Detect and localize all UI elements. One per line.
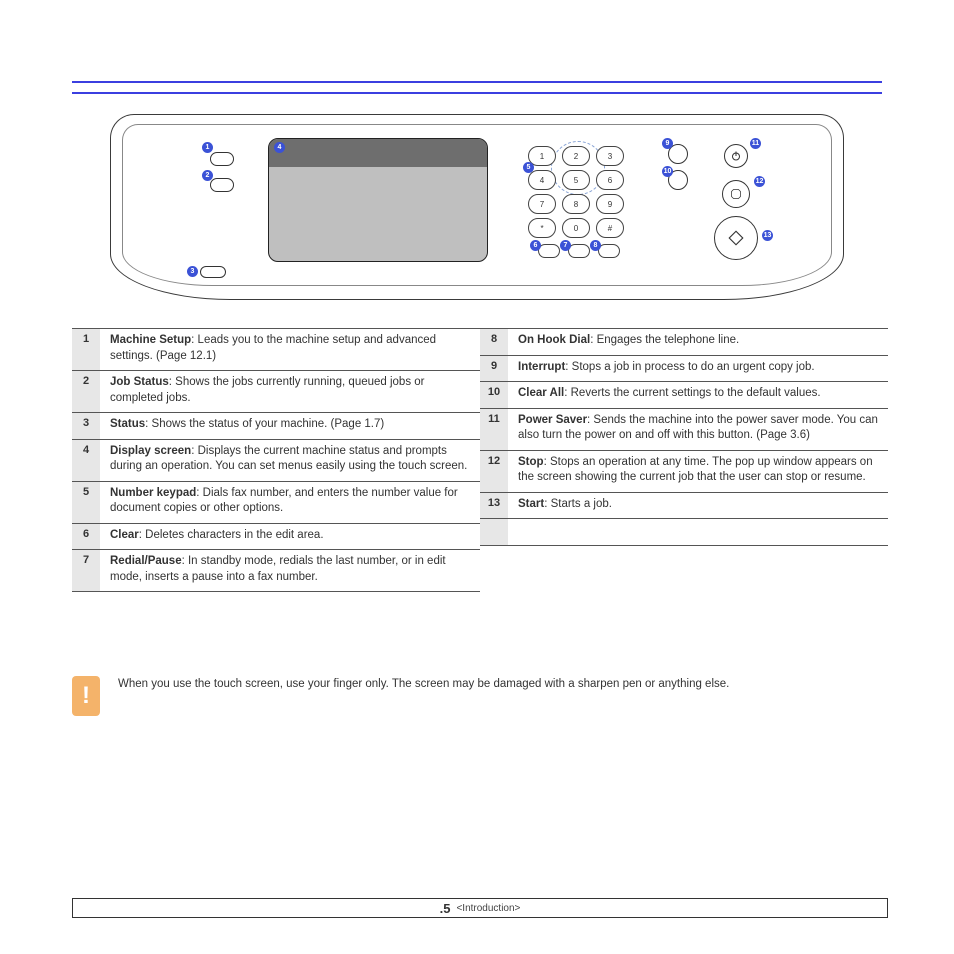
callout-9: 9 xyxy=(662,138,673,149)
row-description: On Hook Dial: Engages the telephone line… xyxy=(508,329,888,355)
callout-2: 2 xyxy=(202,170,213,181)
row-description: Clear: Deletes characters in the edit ar… xyxy=(100,524,480,550)
touch-screen[interactable] xyxy=(268,138,488,262)
machine-setup-button[interactable] xyxy=(210,152,234,166)
table-left-col: 1Machine Setup: Leads you to the machine… xyxy=(72,328,480,592)
row-number: 11 xyxy=(480,409,508,450)
row-description: Stop: Stops an operation at any time. Th… xyxy=(508,451,888,492)
table-row: 6Clear: Deletes characters in the edit a… xyxy=(72,524,480,551)
page-footer: .5 <Introduction> xyxy=(72,898,888,918)
table-row: 10Clear All: Reverts the current setting… xyxy=(480,382,888,409)
key-star[interactable]: * xyxy=(528,218,556,238)
row-number: 12 xyxy=(480,451,508,492)
onhook-dial-button[interactable] xyxy=(598,244,620,258)
callout-5: 5 xyxy=(523,162,534,173)
row-number: 4 xyxy=(72,440,100,481)
key-6[interactable]: 6 xyxy=(596,170,624,190)
row-number: 1 xyxy=(72,329,100,370)
screen-header-bar xyxy=(269,139,487,167)
table-row-empty xyxy=(480,519,888,546)
row-description: Number keypad: Dials fax number, and ent… xyxy=(100,482,480,523)
power-saver-button[interactable] xyxy=(724,144,748,168)
table-row: 7Redial/Pause: In standby mode, redials … xyxy=(72,550,480,592)
table-row: 8On Hook Dial: Engages the telephone lin… xyxy=(480,328,888,356)
callout-13: 13 xyxy=(762,230,773,241)
callout-1: 1 xyxy=(202,142,213,153)
table-row: 2Job Status: Shows the jobs currently ru… xyxy=(72,371,480,413)
row-description: Start: Starts a job. xyxy=(508,493,888,519)
start-button[interactable] xyxy=(714,216,758,260)
row-description xyxy=(508,519,888,545)
warning-text: When you use the touch screen, use your … xyxy=(118,676,729,690)
row-number: 7 xyxy=(72,550,100,591)
divider-top-1 xyxy=(72,81,882,83)
status-button[interactable] xyxy=(200,266,226,278)
key-4[interactable]: 4 xyxy=(528,170,556,190)
row-number: 3 xyxy=(72,413,100,439)
stop-button[interactable] xyxy=(722,180,750,208)
table-row: 4Display screen: Displays the current ma… xyxy=(72,440,480,482)
power-icon xyxy=(730,150,742,162)
row-number: 5 xyxy=(72,482,100,523)
row-number xyxy=(480,519,508,545)
key-9[interactable]: 9 xyxy=(596,194,624,214)
callout-7: 7 xyxy=(560,240,571,251)
numeric-keypad: 1 2 3 4 5 6 7 8 9 * 0 # xyxy=(528,146,624,238)
row-description: Machine Setup: Leads you to the machine … xyxy=(100,329,480,370)
key-5[interactable]: 5 xyxy=(562,170,590,190)
callout-8: 8 xyxy=(590,240,601,251)
row-description: Interrupt: Stops a job in process to do … xyxy=(508,356,888,382)
section-label: <Introduction> xyxy=(456,903,520,914)
callout-10: 10 xyxy=(662,166,673,177)
key-7[interactable]: 7 xyxy=(528,194,556,214)
control-panel-diagram: 1 2 3 4 5 6 7 8 9 * 0 # 1 2 3 4 5 6 7 8 … xyxy=(110,114,844,300)
row-description: Display screen: Displays the current mac… xyxy=(100,440,480,481)
callout-3: 3 xyxy=(187,266,198,277)
start-icon xyxy=(727,229,745,247)
table-row: 5Number keypad: Dials fax number, and en… xyxy=(72,482,480,524)
key-0[interactable]: 0 xyxy=(562,218,590,238)
table-row: 13Start: Starts a job. xyxy=(480,493,888,520)
table-row: 11Power Saver: Sends the machine into th… xyxy=(480,409,888,451)
key-8[interactable]: 8 xyxy=(562,194,590,214)
warning-icon: ! xyxy=(72,676,100,716)
divider-top-2 xyxy=(72,92,882,94)
callout-12: 12 xyxy=(754,176,765,187)
job-status-button[interactable] xyxy=(210,178,234,192)
row-description: Redial/Pause: In standby mode, redials t… xyxy=(100,550,480,591)
warning-block: ! When you use the touch screen, use you… xyxy=(72,676,882,716)
row-number: 6 xyxy=(72,524,100,550)
table-row: 1Machine Setup: Leads you to the machine… xyxy=(72,328,480,371)
row-number: 10 xyxy=(480,382,508,408)
row-number: 2 xyxy=(72,371,100,412)
row-number: 13 xyxy=(480,493,508,519)
key-3[interactable]: 3 xyxy=(596,146,624,166)
row-number: 9 xyxy=(480,356,508,382)
table-row: 3Status: Shows the status of your machin… xyxy=(72,413,480,440)
row-description: Power Saver: Sends the machine into the … xyxy=(508,409,888,450)
clear-button[interactable] xyxy=(538,244,560,258)
callout-11: 11 xyxy=(750,138,761,149)
stop-icon xyxy=(730,188,742,200)
key-2[interactable]: 2 xyxy=(562,146,590,166)
key-hash[interactable]: # xyxy=(596,218,624,238)
row-description: Clear All: Reverts the current settings … xyxy=(508,382,888,408)
aux-keys xyxy=(538,244,620,258)
table-right-col: 8On Hook Dial: Engages the telephone lin… xyxy=(480,328,888,592)
redial-pause-button[interactable] xyxy=(568,244,590,258)
row-description: Status: Shows the status of your machine… xyxy=(100,413,480,439)
table-row: 12Stop: Stops an operation at any time. … xyxy=(480,451,888,493)
table-row: 9Interrupt: Stops a job in process to do… xyxy=(480,356,888,383)
callout-6: 6 xyxy=(530,240,541,251)
description-table: 1Machine Setup: Leads you to the machine… xyxy=(72,328,888,592)
row-description: Job Status: Shows the jobs currently run… xyxy=(100,371,480,412)
callout-4: 4 xyxy=(274,142,285,153)
row-number: 8 xyxy=(480,329,508,355)
page-number: .5 xyxy=(440,901,451,916)
